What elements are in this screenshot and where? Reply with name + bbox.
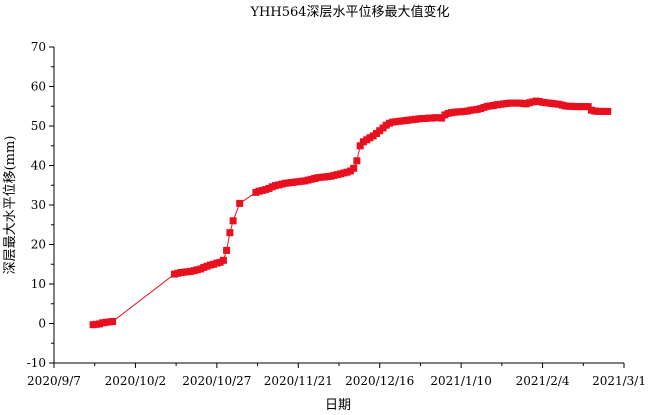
data-point: [226, 229, 234, 237]
data-point: [223, 246, 231, 254]
x-axis-label: 日期: [325, 398, 351, 413]
y-tick-label: 70: [31, 40, 46, 54]
data-point: [350, 164, 358, 172]
data-point: [109, 318, 117, 325]
x-tick-label: 2020/10/27: [182, 374, 251, 388]
series-line-group: [93, 100, 608, 326]
y-tick-label: 10: [31, 277, 46, 291]
x-axis-ticks: 2020/9/7 2020/10/2 2020/10/27 2020/11/21 202…: [27, 363, 646, 388]
data-point: [236, 199, 244, 207]
x-tick-label: 2020/11/21: [264, 374, 333, 388]
x-tick-label: 2020/9/7: [27, 374, 81, 388]
chart-title: YHH564深层水平位移最大值变化: [249, 4, 449, 20]
y-tick-label: 50: [31, 119, 46, 133]
y-tick-label: 0: [38, 317, 46, 331]
y-tick-label: 40: [31, 159, 46, 173]
data-point: [356, 142, 364, 150]
data-point: [353, 157, 361, 165]
x-tick-label: 2021/2/4: [516, 374, 570, 388]
y-axis-label: 深层最大水平位移(mm): [3, 136, 18, 275]
y-tick-label: 30: [31, 198, 46, 212]
y-tick-label: 20: [31, 238, 46, 252]
x-tick-label: 2021/1/10: [430, 374, 492, 388]
data-point: [229, 217, 237, 225]
data-point: [584, 103, 592, 111]
y-tick-label: 60: [31, 80, 46, 94]
y-axis-ticks: -10 0 10 20 30 40 50 60 70: [27, 40, 54, 370]
x-tick-label: 2020/10/2: [105, 374, 167, 388]
data-point: [219, 256, 227, 264]
data-point: [604, 107, 612, 115]
y-tick-label: -10: [27, 356, 46, 370]
series-markers-group: [89, 97, 612, 329]
series-line: [93, 100, 608, 326]
x-tick-label: 2020/12/16: [345, 374, 414, 388]
x-tick-label: 2021/3/1: [592, 374, 646, 388]
